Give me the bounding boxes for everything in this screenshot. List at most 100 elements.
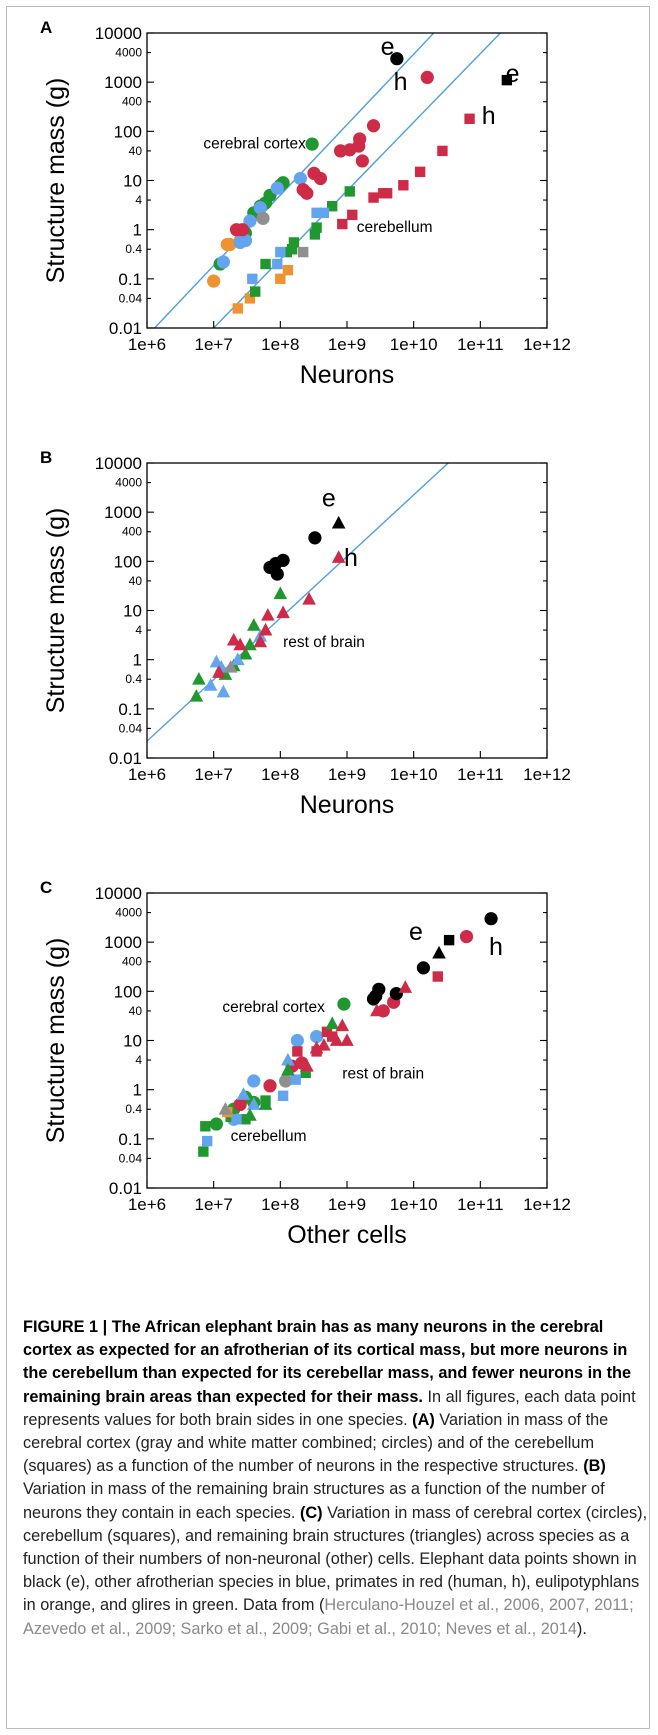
y-axis-label: Structure mass (g) [42,508,70,714]
y-tick-label: 10 [123,1032,142,1051]
data-point-circle-afrotherian [270,181,284,195]
data-point-triangle-glires [189,689,204,702]
y-tick-label: 1000 [104,73,142,92]
plot-frame [146,462,548,759]
data-point-circle-elephant [484,912,498,926]
data-point-triangle-primate [261,608,275,621]
data-point-triangle-afrotherian [230,652,245,666]
panel-letter: B [40,448,52,467]
caption-end: ). [576,1619,587,1638]
x-axis-label: Other cells [287,1221,406,1249]
data-point-triangle-afrotherian [203,678,218,691]
y-tick-label: 4000 [115,476,142,490]
y-tick-label: 10000 [95,454,142,473]
data-point-circle-elephant [390,52,404,66]
panel-c: C 10000 4000 1000 400 100 40 10 4 1 0.4 0.1 0.04 0.01… [0,860,658,1300]
data-point-circle-elephant [416,961,431,975]
x-tick-label: 1e+11 [457,1195,503,1214]
y-tick-label: 0.01 [109,1179,142,1198]
x-tick-label: 1e+8 [261,1195,299,1214]
x-tick-label: 1e+9 [328,335,366,354]
data-point-square-afrotherian [231,1114,242,1125]
y-tick-label: 1 [133,651,142,670]
y-tick-label: 100 [114,552,142,571]
data-point-square-primate [347,209,358,221]
annotation: cerebellum [231,1128,307,1145]
y-tick-label: 0.04 [119,721,143,735]
y-tick-label: 100 [114,122,142,141]
data-point-square-primate [398,180,409,191]
data-point-square-afrotherian [290,1074,301,1085]
x-tick-label: 1e+6 [128,1195,166,1214]
data-point-square-primate [437,145,448,157]
annotation: h [482,102,496,130]
y-tick-label: 4000 [115,46,142,60]
data-point-circle-primate [366,119,381,133]
data-point-square-primate [414,166,426,178]
data-point-square-primate [464,113,475,124]
plot-frame [146,32,548,329]
x-tick-label: 1e+7 [195,765,233,784]
data-point-square-glires [288,237,300,248]
data-point-circle-primate [353,132,367,146]
data-point-circle-elephant [308,531,322,545]
data-point-square-elephant [501,74,513,86]
data-point-circle-primate [355,154,369,168]
data-point-circle-afrotherian [243,214,257,228]
data-point-triangle-primate [340,1033,354,1046]
data-point-triangle-glires [281,1062,295,1076]
data-point-square-primate [327,1031,338,1042]
data-point-circle-elephant [369,989,383,1003]
caption-a-label: (A) [412,1410,435,1429]
data-point-triangle-afrotherian [216,684,231,698]
data-point-triangle-other [218,1102,233,1115]
y-tick-label: 400 [122,95,142,109]
y-tick-label: 0.04 [119,1151,143,1165]
data-point-square-glires [311,222,322,233]
annotation: e [506,60,520,88]
data-point-square-glires [286,244,298,255]
data-point-triangle-glires [243,637,257,651]
data-point-square-primate [292,1046,303,1057]
caption-citations[interactable]: Herculano-Houzel et al., 2006, 2007, 201… [23,1596,634,1638]
data-point-triangle-other [223,660,238,673]
y-tick-label: 0.1 [118,1130,142,1149]
y-tick-label: 0.4 [125,242,142,256]
data-point-triangle-primate [370,1003,384,1017]
data-point-square-glires [198,1146,209,1157]
data-point-triangle-glires [273,586,288,600]
x-tick-label: 1e+12 [523,335,571,354]
data-point-square-glires [200,1121,211,1132]
data-point-triangle-glires [258,1097,273,1110]
data-point-square-afrotherian [311,207,322,219]
x-tick-label: 1e+10 [390,1195,438,1214]
caption-a-text: Variation in mass of the cerebral cortex… [23,1410,609,1476]
data-point-square-afrotherian [272,258,283,270]
x-axis-label: Neurons [300,791,395,819]
data-point-square-primate [337,218,348,230]
data-point-square-other [297,246,309,258]
x-tick-label: 1e+9 [328,765,366,784]
annotation: cerebellum [357,219,433,236]
data-point-triangle-glires [238,646,253,660]
y-tick-label: 10 [123,602,142,621]
annotation: cerebral cortex [222,999,325,1016]
x-tick-label: 1e+10 [390,765,438,784]
y-tick-label: 4000 [115,906,142,920]
x-tick-label: 1e+11 [457,765,503,784]
x-tick-label: 1e+7 [195,335,233,354]
data-point-triangle-primate [329,1033,344,1046]
data-point-square-glires [344,186,355,197]
data-point-triangle-primate [335,1018,350,1032]
caption-c-label: (C) [299,1503,323,1522]
annotation: e [322,485,336,513]
data-point-triangle-primate [276,605,290,619]
y-tick-label: 0.1 [118,700,142,719]
data-point-triangle-primate [253,634,268,648]
data-point-square-primate [381,188,393,199]
data-point-square-eulipotyphlan [282,264,294,276]
x-tick-label: 1e+10 [390,335,438,354]
data-point-square-glires [260,258,271,270]
data-point-circle-eulipotyphlan [207,274,221,288]
annotation: h [394,68,408,96]
